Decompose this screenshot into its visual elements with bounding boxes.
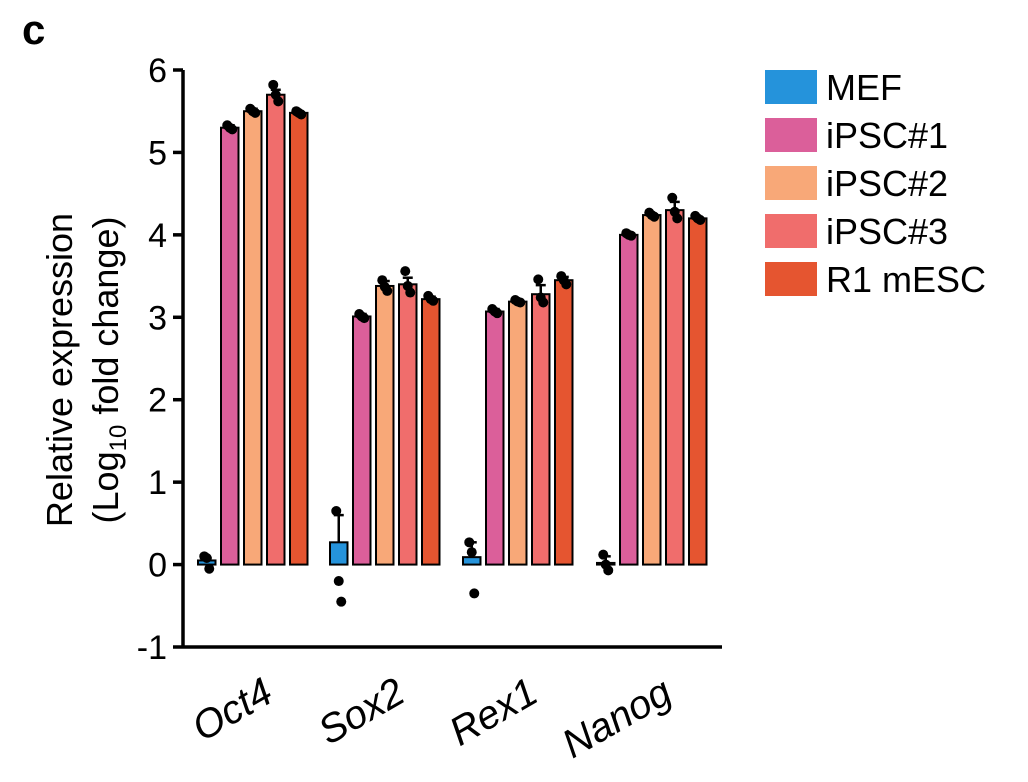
panel-label: c bbox=[22, 6, 45, 53]
bar bbox=[619, 233, 639, 566]
bar bbox=[531, 293, 551, 566]
y-axis-title-subscript: 10 bbox=[105, 425, 132, 452]
legend-swatch bbox=[765, 118, 817, 152]
bar bbox=[554, 279, 574, 566]
data-point bbox=[515, 297, 526, 308]
bar-group bbox=[197, 79, 708, 607]
y-axis-title-line1: Relative expression bbox=[39, 213, 80, 527]
legend-swatch bbox=[765, 262, 817, 296]
y-axis-title: Relative expression bbox=[39, 213, 80, 527]
legend-swatch bbox=[765, 214, 817, 248]
bar bbox=[688, 217, 708, 566]
y-tick-label: 5 bbox=[148, 134, 167, 172]
x-tick-label: Rex1 bbox=[442, 670, 545, 755]
data-point bbox=[359, 313, 370, 324]
data-point bbox=[672, 213, 683, 224]
legend-swatch bbox=[765, 166, 817, 200]
data-point bbox=[667, 192, 678, 203]
bar bbox=[220, 126, 240, 566]
data-point bbox=[273, 96, 284, 107]
legend-label: iPSC#3 bbox=[826, 211, 948, 252]
legend-label: MEF bbox=[826, 67, 902, 108]
data-point bbox=[405, 287, 416, 298]
data-point bbox=[466, 547, 477, 558]
data-point bbox=[227, 124, 238, 135]
data-point bbox=[464, 537, 475, 548]
data-point bbox=[296, 109, 307, 120]
bar bbox=[462, 556, 482, 566]
bar bbox=[375, 284, 395, 566]
y-axis-title-suffix: fold change) bbox=[85, 217, 126, 425]
data-point bbox=[382, 285, 393, 296]
y-tick-label: 6 bbox=[148, 52, 167, 90]
bar bbox=[329, 541, 349, 566]
data-point bbox=[561, 279, 572, 290]
y-tick-label: 4 bbox=[148, 217, 167, 255]
data-point bbox=[336, 596, 347, 607]
data-point bbox=[428, 295, 439, 306]
legend: MEF iPSC#1 iPSC#2 iPSC#3 R1 mESC bbox=[765, 67, 986, 300]
bar bbox=[421, 298, 441, 566]
bar bbox=[398, 283, 418, 566]
data-point bbox=[492, 308, 503, 319]
data-point bbox=[649, 211, 660, 222]
legend-label: iPSC#1 bbox=[826, 115, 948, 156]
bar bbox=[352, 315, 372, 566]
bar bbox=[642, 214, 662, 566]
data-point bbox=[250, 107, 261, 118]
data-point bbox=[331, 505, 342, 516]
y-axis-subtitle: (Log10 fold change) bbox=[85, 217, 132, 524]
y-axis-title-prefix: (Log bbox=[85, 451, 126, 523]
y-axis: -1 0 1 2 3 4 5 6 bbox=[137, 52, 185, 667]
data-point bbox=[538, 297, 549, 308]
legend-label: R1 mESC bbox=[826, 259, 986, 300]
y-tick-label: 3 bbox=[148, 299, 167, 337]
data-point bbox=[400, 266, 411, 277]
bar bbox=[485, 310, 505, 566]
data-point bbox=[469, 588, 480, 599]
data-point bbox=[533, 274, 544, 285]
data-point bbox=[626, 230, 637, 241]
bar bbox=[266, 93, 286, 566]
legend-swatch bbox=[765, 70, 817, 104]
bar bbox=[665, 209, 685, 566]
y-tick-label: -1 bbox=[137, 629, 167, 667]
legend-label: iPSC#2 bbox=[826, 163, 948, 204]
y-tick-label: 1 bbox=[148, 464, 167, 502]
bar bbox=[289, 111, 309, 566]
data-point bbox=[598, 549, 609, 560]
data-point bbox=[268, 79, 279, 90]
data-point bbox=[603, 565, 614, 576]
y-tick-label: 2 bbox=[148, 382, 167, 420]
data-point bbox=[333, 576, 344, 587]
y-axis-title-line2: (Log10 fold change) bbox=[85, 217, 132, 524]
y-tick-label: 0 bbox=[148, 547, 167, 585]
data-point bbox=[204, 563, 215, 574]
bar bbox=[508, 300, 528, 566]
x-axis: Oct4 Sox2 Rex1 Nanog bbox=[183, 645, 722, 767]
bar bbox=[243, 110, 263, 566]
x-tick-label: Oct4 bbox=[185, 670, 280, 750]
x-tick-label: Nanog bbox=[555, 670, 679, 767]
x-tick-label: Sox2 bbox=[311, 670, 412, 754]
data-point bbox=[695, 215, 706, 226]
data-point bbox=[201, 552, 212, 563]
